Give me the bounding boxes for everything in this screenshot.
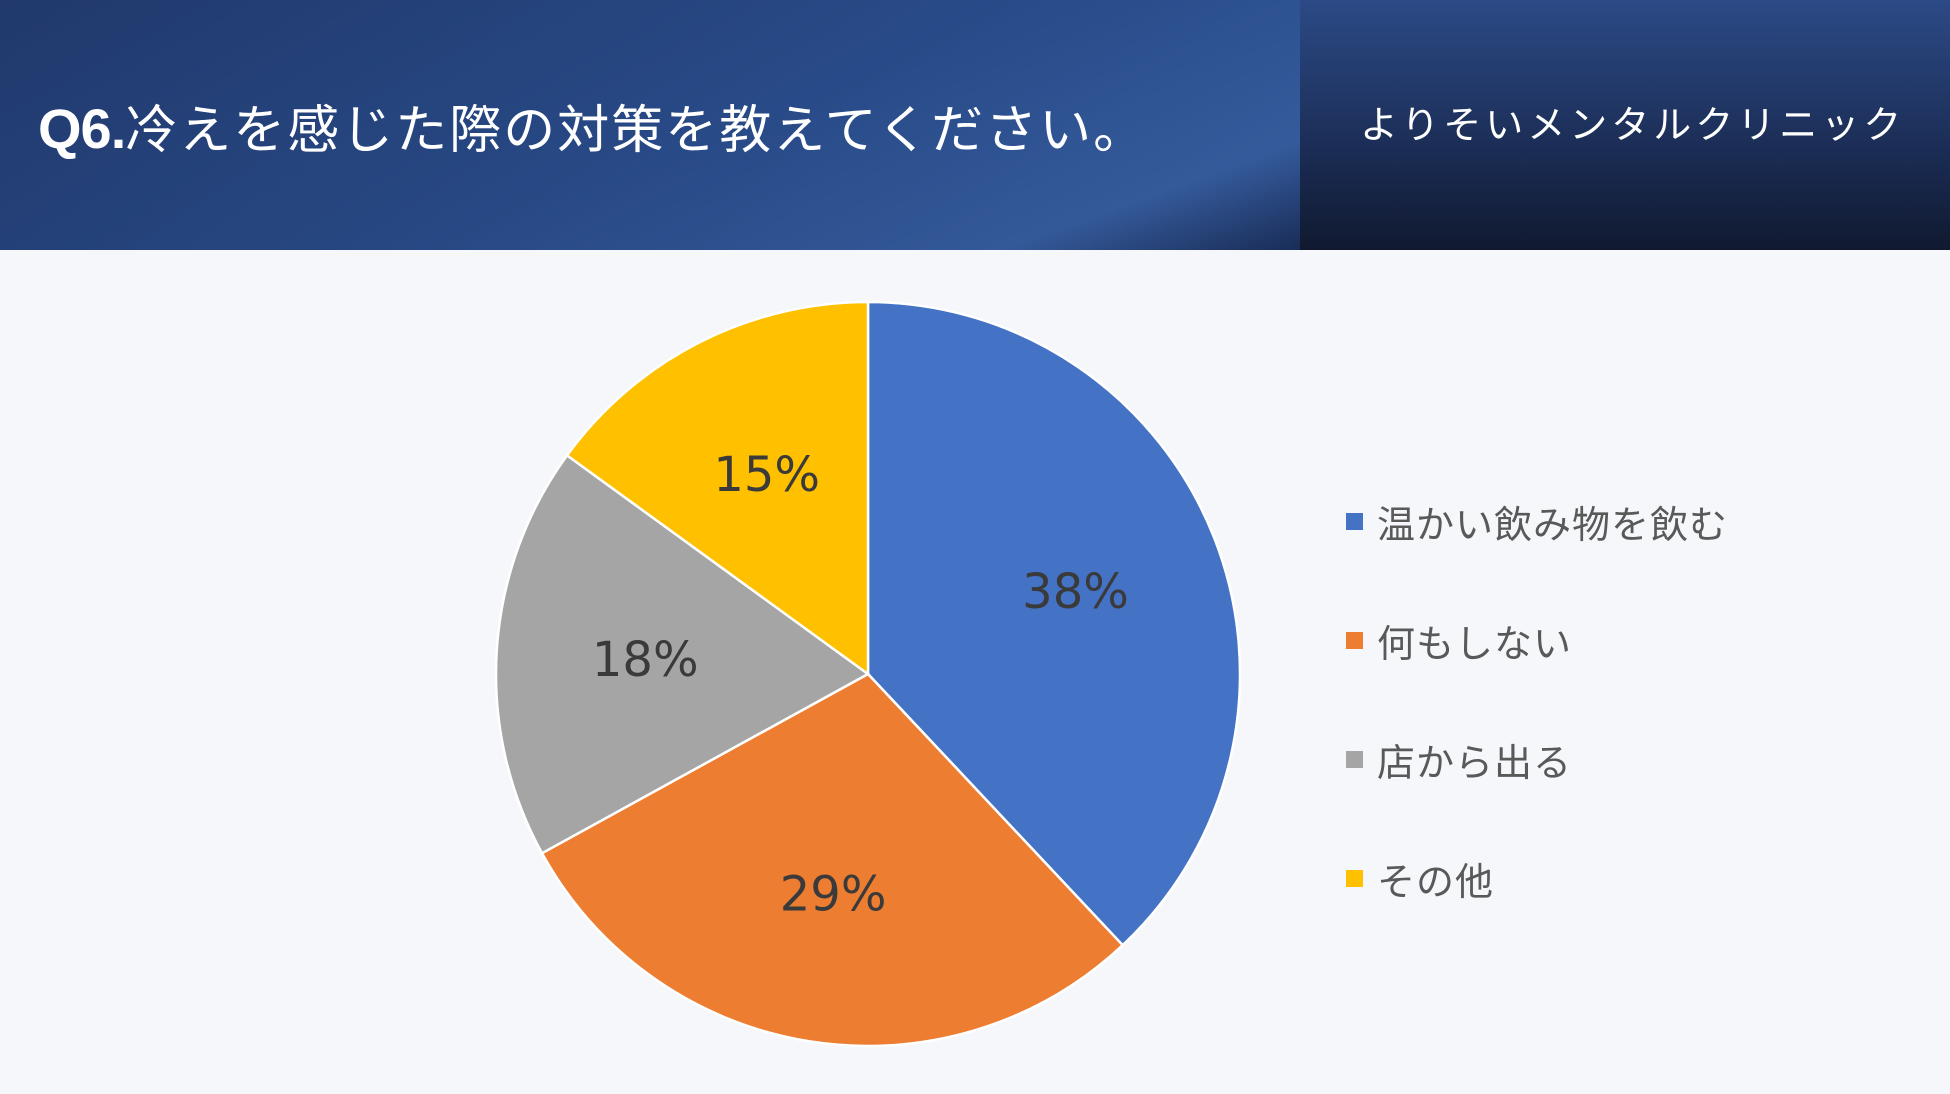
legend-label: 温かい飲み物を飲む: [1377, 503, 1729, 547]
pie-slice-4: [565, 300, 870, 677]
page-title: Q6. 冷えを感じた際の対策を教えてください。: [38, 88, 1147, 161]
header-banner: Q6. 冷えを感じた際の対策を教えてください。 よりそいメンタルクリニック: [0, 0, 1950, 250]
data-label-1: 38%: [1022, 564, 1129, 620]
clinic-name: よりそいメンタルクリニック: [1360, 103, 1906, 147]
header-right-panel: [1300, 0, 1950, 250]
legend-label: 何もしない: [1377, 622, 1573, 666]
chart-area: 38% 29% 18% 15% 温かい飲み物を飲む 何もしない店から出るその他: [0, 250, 1950, 1094]
legend-swatch: [1346, 513, 1363, 530]
legend-label: 店から出る: [1377, 741, 1573, 785]
data-label-2: 29%: [780, 866, 887, 922]
question-number: Q6.: [38, 97, 126, 160]
legend-swatch: [1346, 632, 1363, 649]
data-label-3: 18%: [592, 632, 699, 688]
legend-item: 何もしない: [1346, 581, 1728, 700]
pie-slice-1: [866, 300, 1242, 947]
data-label-4: 15%: [713, 447, 820, 503]
header-left-panel: [0, 0, 1300, 250]
pie-chart: 38% 29% 18% 15%: [494, 300, 1242, 1048]
legend-swatch: [1346, 751, 1363, 768]
question-text: 冷えを感じた際の対策を教えてください。: [125, 101, 1148, 161]
legend-item: 店から出る: [1346, 700, 1728, 819]
legend-label: その他: [1377, 860, 1495, 904]
pie-slice-3: [494, 453, 871, 855]
pie-slice-2: [540, 672, 1125, 1048]
chart-legend: 温かい飲み物を飲む 何もしない店から出るその他: [1346, 462, 1728, 938]
legend-item: 温かい飲み物を飲む: [1346, 462, 1728, 581]
legend-swatch: [1346, 870, 1363, 887]
legend-item: その他: [1346, 819, 1728, 938]
